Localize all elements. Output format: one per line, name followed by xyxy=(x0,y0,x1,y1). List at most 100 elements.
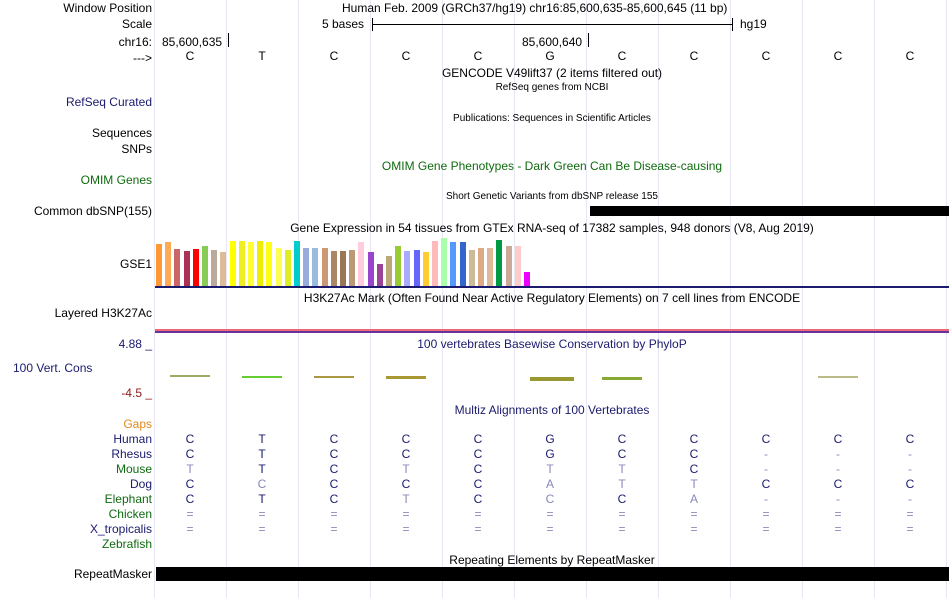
omim-label[interactable]: OMIM Genes xyxy=(80,173,152,187)
h3k27ac-label[interactable]: Layered H3K27Ac xyxy=(54,306,152,320)
species-label[interactable]: Zebrafish xyxy=(101,537,152,551)
aligned-base: - xyxy=(908,447,912,461)
aligned-base: C xyxy=(185,492,195,506)
aligned-base: C xyxy=(473,447,483,461)
refseq-track-title[interactable]: RefSeq genes from NCBI xyxy=(495,82,609,93)
aligned-base: C xyxy=(401,447,411,461)
gtex-tissue-bar[interactable] xyxy=(441,238,448,286)
phylop-label[interactable]: 100 Vert. Cons xyxy=(13,361,93,375)
window-position-value: Human Feb. 2009 (GRCh37/hg19) chr16:85,6… xyxy=(342,1,728,15)
gtex-track-title[interactable]: Gene Expression in 54 tissues from GTEx … xyxy=(290,221,814,235)
gtex-tissue-bar[interactable] xyxy=(312,248,319,286)
aligned-base: T xyxy=(690,477,698,491)
aligned-base: C xyxy=(401,477,411,491)
species-label[interactable]: Chicken xyxy=(108,507,152,521)
gtex-tissue-bar[interactable] xyxy=(478,248,484,286)
repeatmasker-track-title[interactable]: Repeating Elements by RepeatMasker xyxy=(449,553,655,567)
repeatmasker-label[interactable]: RepeatMasker xyxy=(73,567,152,581)
aligned-base: = xyxy=(618,507,626,521)
omim-track-title[interactable]: OMIM Gene Phenotypes - Dark Green Can Be… xyxy=(381,159,723,173)
gtex-tissue-bar[interactable] xyxy=(294,241,300,286)
gtex-tissue-bar[interactable] xyxy=(349,250,356,286)
gtex-label[interactable]: GSE1 xyxy=(119,257,152,271)
reference-base: T xyxy=(258,49,266,63)
repeatmasker-element-bar[interactable] xyxy=(156,567,949,581)
gtex-tissue-bar[interactable] xyxy=(450,242,457,286)
gtex-tissue-bar[interactable] xyxy=(229,241,236,286)
gtex-tissue-bar[interactable] xyxy=(220,252,227,286)
gtex-tissue-bar[interactable] xyxy=(422,252,429,286)
gtex-tissue-bar[interactable] xyxy=(202,246,208,286)
aligned-base: C xyxy=(905,477,915,491)
aligned-base: C xyxy=(689,432,699,446)
gtex-tissue-bar[interactable] xyxy=(487,248,494,286)
refseq-label[interactable]: RefSeq Curated xyxy=(65,95,152,109)
gtex-tissue-bar[interactable] xyxy=(505,246,512,286)
gencode-track-title[interactable]: GENCODE V49lift37 (2 items filtered out) xyxy=(441,66,663,80)
gtex-tissue-bar[interactable] xyxy=(386,256,392,286)
gtex-tissue-bar[interactable] xyxy=(156,244,162,286)
species-label[interactable]: X_tropicalis xyxy=(89,522,152,536)
gtex-tissue-bar[interactable] xyxy=(238,241,245,286)
gtex-tissue-bar[interactable] xyxy=(303,248,310,286)
gtex-tissue-bar[interactable] xyxy=(248,242,254,286)
sequences-label[interactable]: Sequences xyxy=(91,126,152,140)
aligned-base: T xyxy=(618,462,626,476)
dbsnp-track-title[interactable]: Short Genetic Variants from dbSNP releas… xyxy=(446,191,658,202)
gtex-tissue-bar[interactable] xyxy=(340,251,346,286)
phylop-mark xyxy=(386,376,426,379)
gtex-tissue-bar[interactable] xyxy=(330,251,337,286)
species-label[interactable]: Elephant xyxy=(104,492,152,506)
aligned-base: C xyxy=(185,447,195,461)
dbsnp-variant-bar[interactable] xyxy=(590,206,949,216)
aligned-base: C xyxy=(617,492,627,506)
gtex-tissue-bar[interactable] xyxy=(174,249,181,286)
aligned-base: C xyxy=(473,492,483,506)
gtex-tissue-bar[interactable] xyxy=(413,250,420,286)
reference-base: C xyxy=(905,49,915,63)
gtex-tissue-bar[interactable] xyxy=(468,250,475,286)
gtex-tissue-bar[interactable] xyxy=(211,250,218,286)
phylop-track-title[interactable]: 100 vertebrates Basewise Conservation by… xyxy=(417,337,687,351)
reference-base: C xyxy=(185,49,195,63)
gtex-tissue-bar[interactable] xyxy=(183,251,190,286)
gtex-tissue-bar[interactable] xyxy=(275,248,282,286)
dbsnp-label[interactable]: Common dbSNP(155) xyxy=(33,204,152,218)
aligned-base: = xyxy=(690,522,698,536)
gtex-tissue-bar[interactable] xyxy=(432,241,438,286)
gtex-tissue-bar[interactable] xyxy=(257,241,264,286)
gtex-tissue-bar[interactable] xyxy=(459,242,466,286)
gtex-tissue-bar[interactable] xyxy=(524,272,530,286)
scale-bar-left-tick xyxy=(372,18,373,31)
grid-line xyxy=(730,0,731,598)
aligned-base: C xyxy=(617,447,627,461)
gtex-tissue-bar[interactable] xyxy=(367,252,374,286)
gtex-tissue-bar[interactable] xyxy=(358,242,365,286)
species-label[interactable]: Dog xyxy=(129,477,152,491)
grid-line xyxy=(874,0,875,598)
publications-track-title[interactable]: Publications: Sequences in Scientific Ar… xyxy=(453,113,651,124)
gtex-tissue-bar[interactable] xyxy=(284,250,291,286)
aligned-base: - xyxy=(836,492,840,506)
h3k27ac-track-title[interactable]: H3K27Ac Mark (Often Found Near Active Re… xyxy=(303,291,801,305)
species-label[interactable]: Mouse xyxy=(115,462,152,476)
gtex-tissue-bar[interactable] xyxy=(266,242,273,286)
multiz-track-title[interactable]: Multiz Alignments of 100 Vertebrates xyxy=(454,403,650,417)
aligned-base: - xyxy=(764,462,768,476)
species-label[interactable]: Human xyxy=(113,432,152,446)
gtex-tissue-bar[interactable] xyxy=(404,251,411,286)
species-label[interactable]: Rhesus xyxy=(111,447,152,461)
gtex-tissue-bar[interactable] xyxy=(376,264,383,286)
aligned-base: = xyxy=(186,522,194,536)
gaps-label[interactable]: Gaps xyxy=(123,417,152,431)
grid-line xyxy=(442,0,443,598)
gtex-tissue-bar[interactable] xyxy=(514,246,521,286)
gtex-tissue-bar[interactable] xyxy=(165,242,172,286)
gtex-tissue-bar[interactable] xyxy=(321,248,328,286)
reference-base: C xyxy=(473,49,483,63)
snps-label[interactable]: SNPs xyxy=(121,142,152,156)
gtex-tissue-bar[interactable] xyxy=(395,246,402,286)
gtex-tissue-bar[interactable] xyxy=(496,240,503,286)
gtex-tissue-bar[interactable] xyxy=(192,249,199,286)
aligned-base: T xyxy=(258,462,266,476)
